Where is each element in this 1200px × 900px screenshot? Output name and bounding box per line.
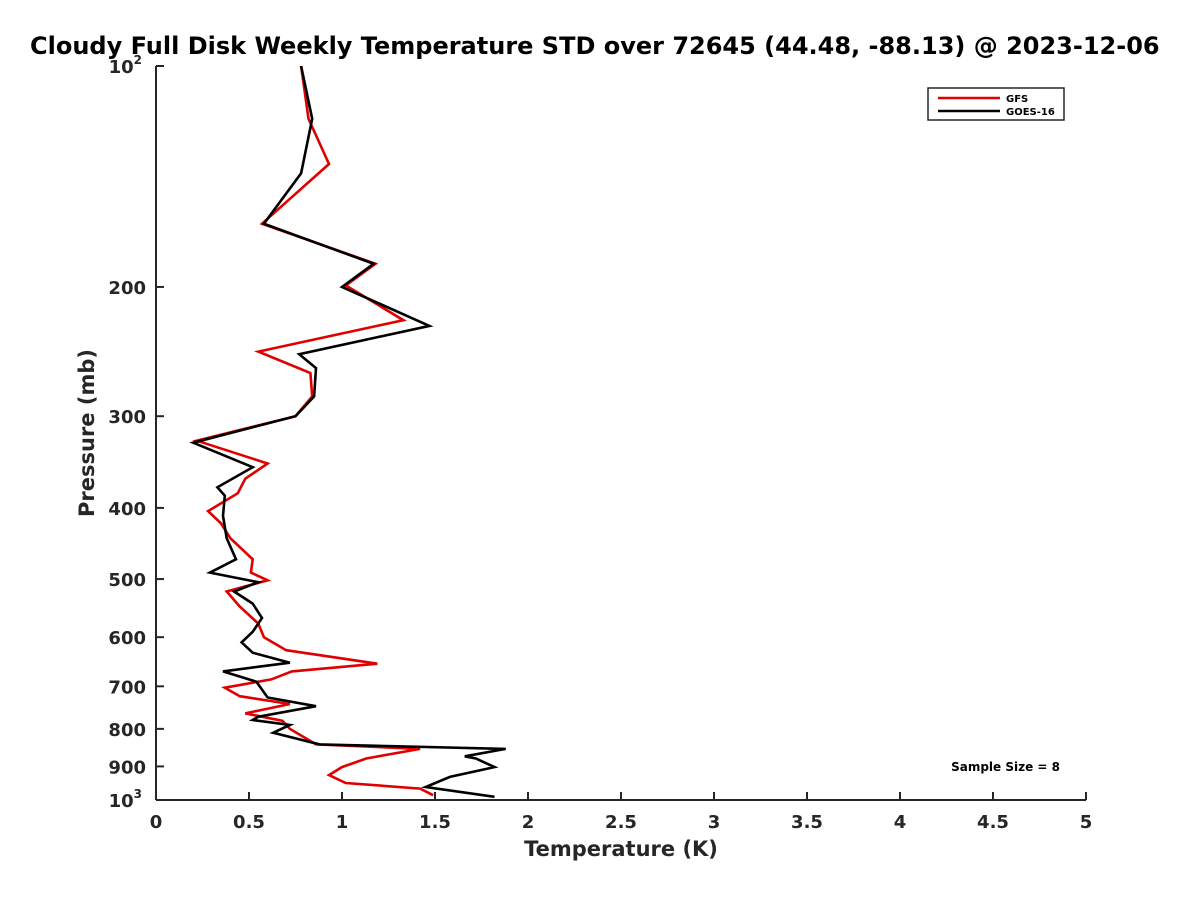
- y-tick-label: 200: [108, 278, 146, 299]
- y-tick-label: 900: [108, 757, 146, 778]
- x-tick-label: 4.5: [977, 812, 1009, 833]
- x-tick-label: 4: [894, 812, 907, 833]
- y-tick-label: 300: [108, 407, 146, 428]
- x-tick-label: 2.5: [605, 812, 637, 833]
- x-tick-label: 3: [708, 812, 721, 833]
- y-tick-label: 600: [108, 628, 146, 649]
- y-tick-label: 800: [108, 720, 146, 741]
- x-tick-label: 1: [336, 812, 349, 833]
- series-line-gfs: [192, 65, 434, 797]
- legend-entry-label: GFS: [1006, 94, 1028, 105]
- y-tick-label: 400: [108, 499, 146, 520]
- y-tick-label: 500: [108, 570, 146, 591]
- y-tick-label: 102: [109, 53, 142, 78]
- legend-box: [927, 87, 1065, 121]
- series-layer: [189, 65, 506, 799]
- x-tick-label: 0.5: [233, 812, 265, 833]
- sample-size-annotation: Sample Size = 8: [951, 760, 1060, 774]
- x-tick-label: 2: [522, 812, 535, 833]
- y-axis-ticks: 102 200 300 400 500 600 700 800 900 103: [108, 53, 164, 812]
- x-tick-label: 5: [1080, 812, 1093, 833]
- y-tick-label: 700: [108, 677, 146, 698]
- x-axis-label: Temperature (K): [524, 837, 718, 861]
- legend: GFS GOES-16: [927, 87, 1065, 121]
- x-axis-ticks: 0 0.5 1 1.5 2 2.5 3 3.5 4 4.5 5: [150, 792, 1093, 833]
- legend-items: GFS GOES-16: [938, 94, 1055, 118]
- x-tick-label: 1.5: [419, 812, 451, 833]
- legend-entry-label: GOES-16: [1006, 107, 1055, 118]
- plot-area: 0 0.5 1 1.5 2 2.5 3 3.5 4 4.5 5 102 200 300 400 500 600…: [108, 53, 1092, 833]
- chart-title: Cloudy Full Disk Weekly Temperature STD …: [30, 32, 1160, 60]
- x-tick-label: 3.5: [791, 812, 823, 833]
- y-tick-label: 103: [109, 787, 142, 812]
- series-line-goes-16: [189, 65, 506, 799]
- y-axis-label: Pressure (mb): [75, 349, 99, 517]
- x-tick-label: 0: [150, 812, 163, 833]
